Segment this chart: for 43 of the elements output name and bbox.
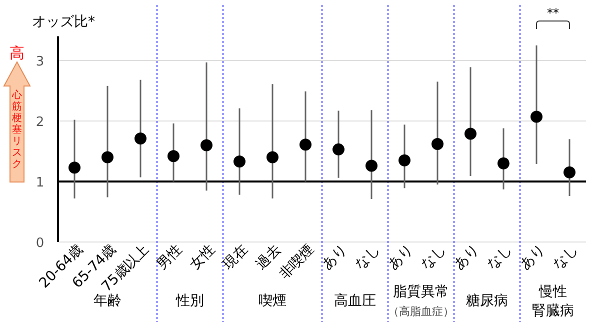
point (564, 166, 576, 178)
text: 心筋梗塞リスク (11, 89, 22, 170)
text: ** (547, 6, 559, 20)
y-tick-label: 2 (36, 115, 44, 130)
text: 性別 (175, 293, 204, 309)
x-tick-label: あり (451, 242, 482, 273)
point (530, 110, 542, 123)
point (234, 156, 246, 168)
x-tick-label: なし (550, 242, 582, 273)
y-tick-label: 1 (36, 176, 44, 190)
point (68, 162, 80, 174)
point (168, 150, 180, 162)
point (102, 151, 114, 164)
point (300, 138, 312, 151)
text: 慢性腎臓病 (532, 284, 574, 319)
text: 脂質異常 (393, 284, 449, 300)
point (200, 139, 212, 152)
x-tick-label: 現在 (220, 242, 252, 273)
point (398, 154, 410, 166)
text: 糖尿病 (466, 293, 508, 309)
text: 高 (10, 44, 24, 62)
text: （高脂血症） (388, 305, 454, 318)
text: 高血圧 (334, 293, 376, 309)
text: 年齢 (94, 293, 122, 309)
point (464, 128, 476, 140)
x-tick-label: なし (484, 242, 516, 273)
y-tick-label: 3 (36, 54, 44, 70)
x-tick-label: あり (517, 242, 548, 273)
point (432, 138, 444, 150)
x-tick-label: 女性 (187, 242, 218, 273)
point (134, 132, 146, 145)
x-tick-label: あり (319, 242, 350, 273)
point (498, 157, 510, 170)
y-tick-label: 0 (36, 236, 44, 251)
x-tick-label: あり (385, 242, 416, 273)
x-tick-label: なし (352, 242, 384, 273)
x-tick-label: なし (418, 242, 450, 273)
text: 喫煙 (258, 293, 286, 309)
point (366, 160, 378, 172)
x-tick-label: 男性 (154, 242, 186, 273)
point (332, 143, 344, 156)
point (266, 151, 278, 164)
y-axis-title: オッズ比* (32, 14, 95, 30)
